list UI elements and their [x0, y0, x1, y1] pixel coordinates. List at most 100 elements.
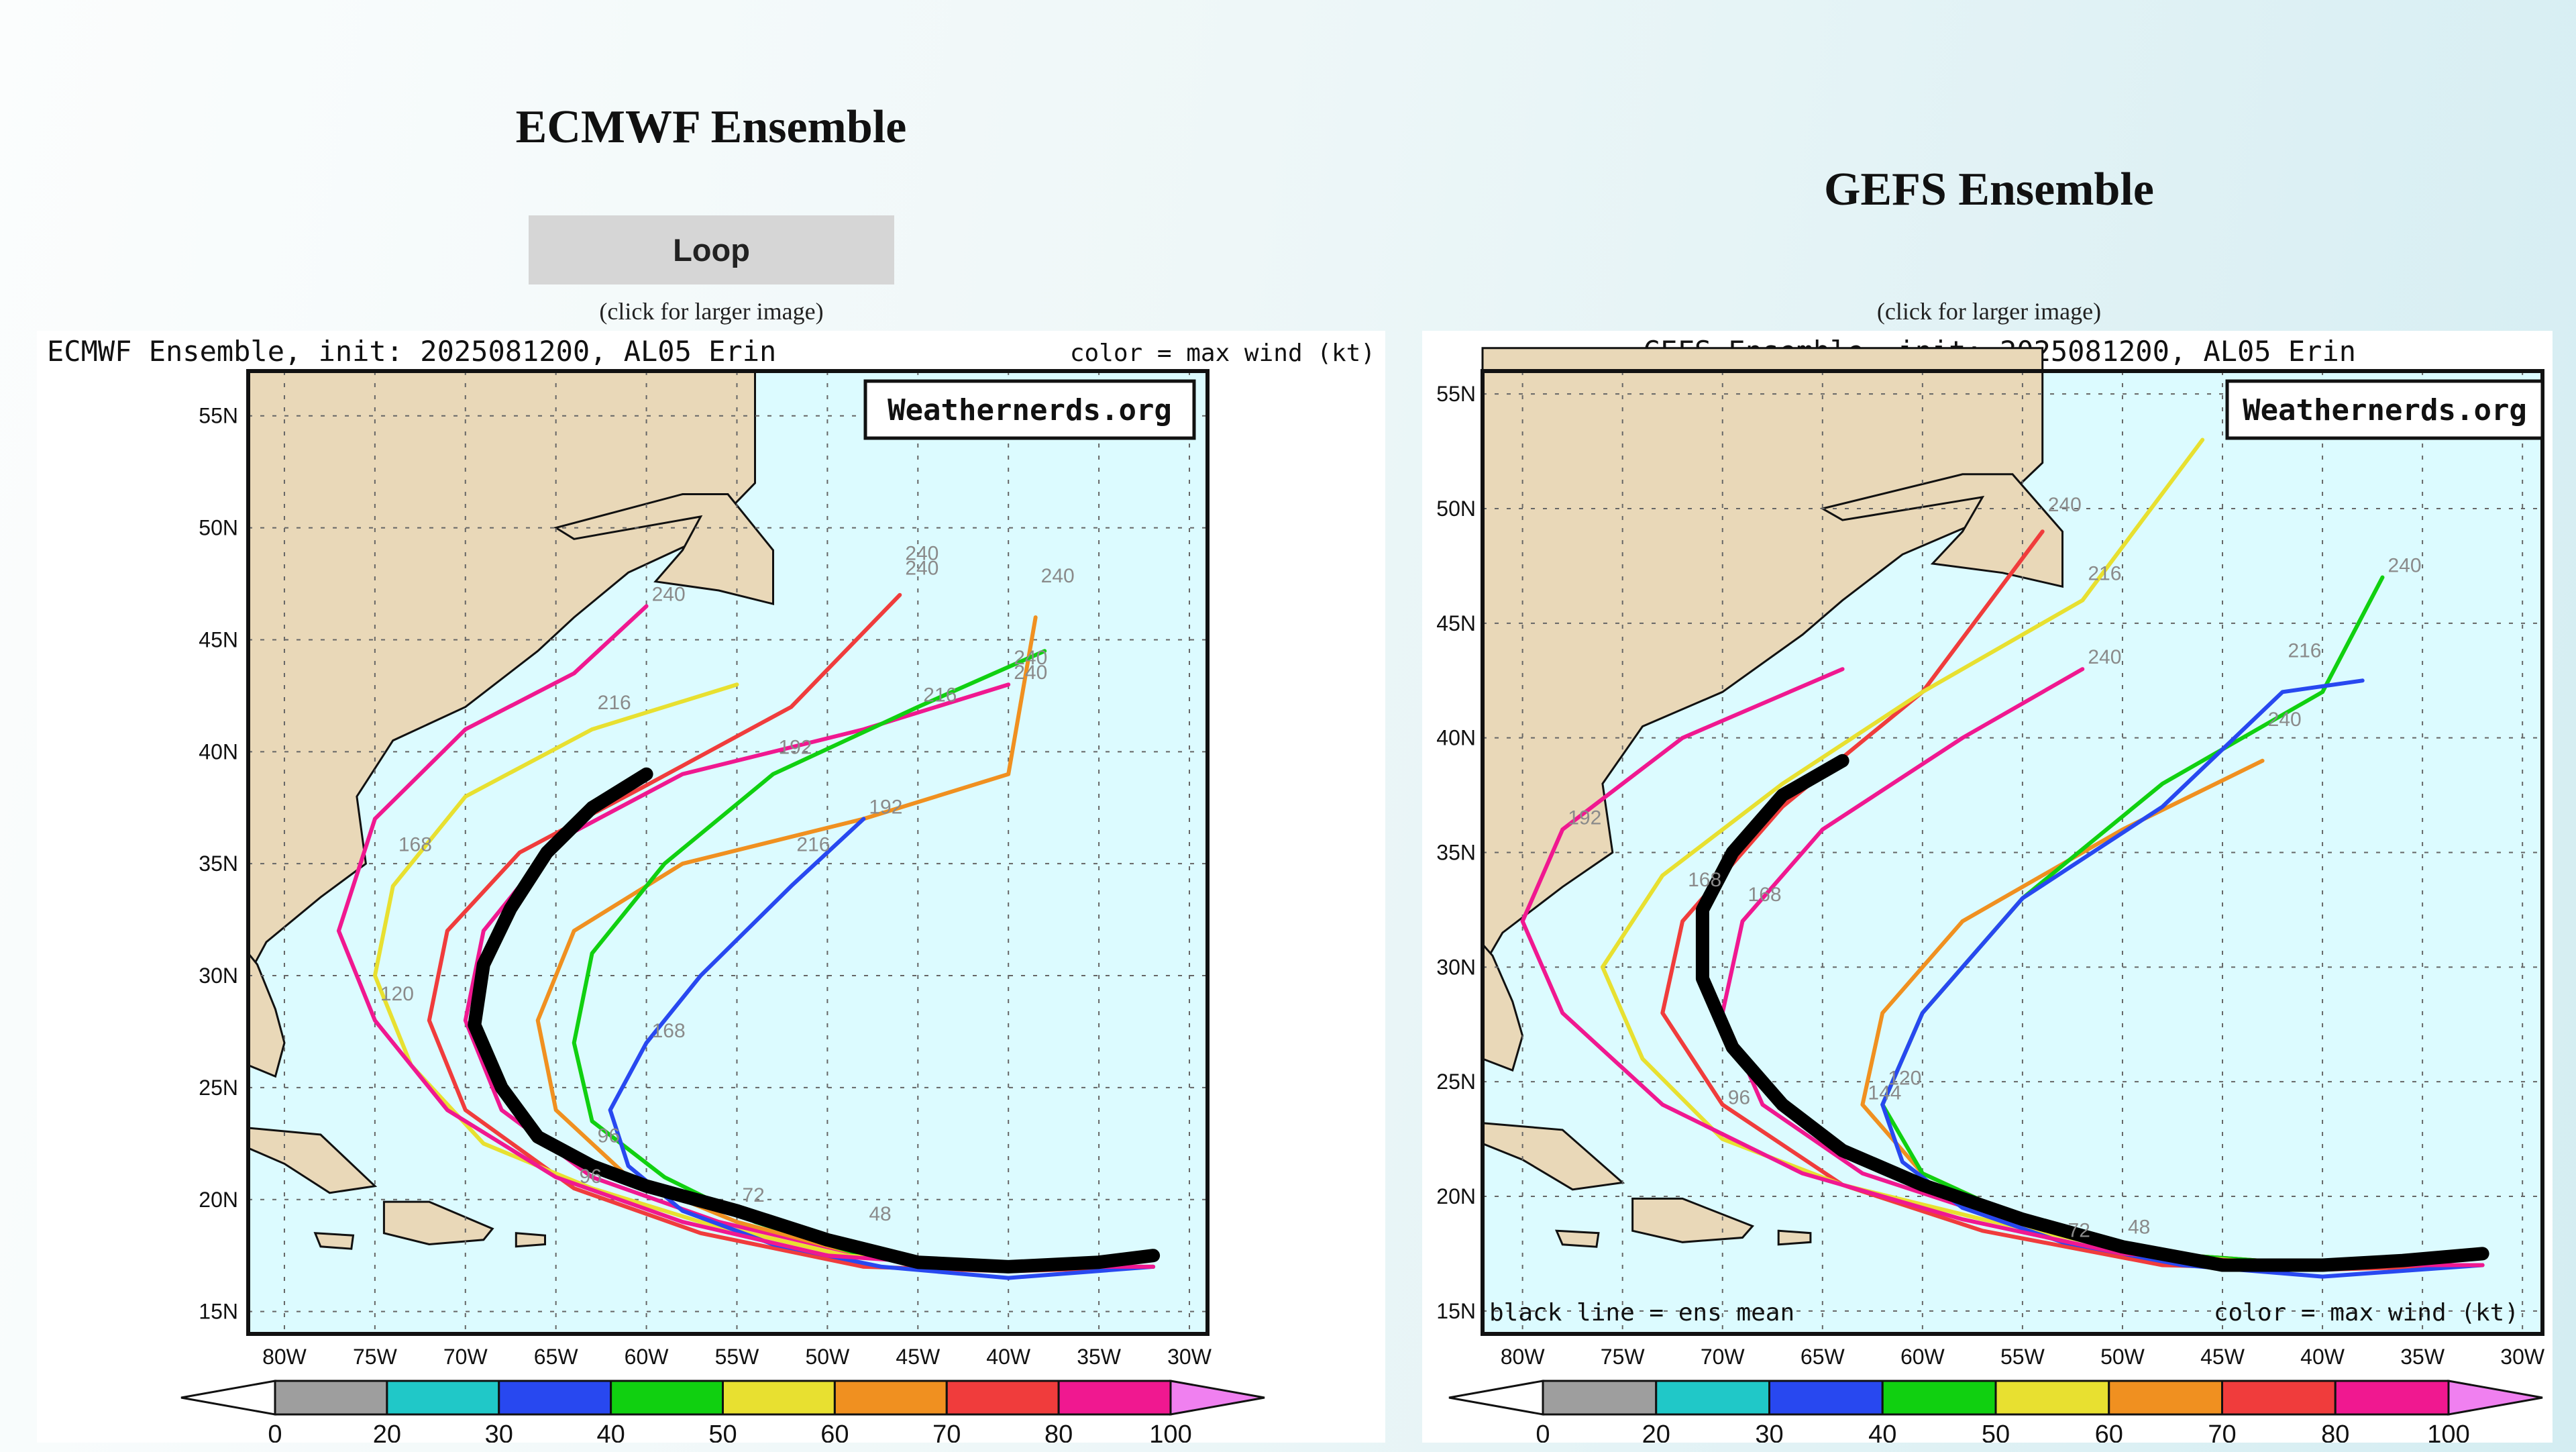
lat-tick-label: 40N: [199, 739, 238, 764]
lat-tick-label: 45N: [1436, 611, 1476, 635]
forecast-hour-label: 240: [1041, 565, 1075, 587]
map-frame: [1481, 369, 2544, 1336]
forecast-hour-label: 96: [580, 1165, 602, 1188]
forecast-hour-label: 120: [380, 983, 414, 1005]
wind-color-note: color = max wind (kt): [1070, 340, 1375, 367]
colorbar-segment: [2221, 1380, 2337, 1416]
wind-color-note: color = max wind (kt): [2214, 1299, 2519, 1327]
watermark-text: Weathernerds.org: [888, 393, 1172, 427]
mean-line-note: black line = ens mean: [1489, 1299, 1794, 1327]
lon-tick-label: 35W: [2400, 1345, 2445, 1369]
landmass: [1554, 1229, 1600, 1248]
forecast-hour-label: 72: [742, 1184, 764, 1206]
lat-tick-label: 50N: [1436, 497, 1476, 521]
forecast-hour-label: 216: [2088, 563, 2121, 585]
forecast-hour-label: 240: [2048, 494, 2082, 516]
colorbar-tick-label: 0: [1536, 1420, 1550, 1443]
lon-tick-label: 45W: [896, 1345, 941, 1369]
lat-tick-label: 55N: [199, 404, 238, 428]
lon-tick-label: 70W: [1701, 1345, 1746, 1369]
watermark-text: Weathernerds.org: [2243, 393, 2527, 427]
forecast-hour-label: 168: [398, 834, 432, 856]
lat-tick-label: 50N: [199, 516, 238, 540]
forecast-hour-label: 240: [2088, 646, 2121, 668]
forecast-hour-label: 48: [2128, 1216, 2150, 1238]
ensemble-member-track: [608, 817, 1156, 1280]
lon-tick-label: 35W: [1077, 1345, 1122, 1369]
colorbar-tick-label: 80: [1044, 1420, 1073, 1443]
gefs-map-canvas[interactable]: GEFS Ensemble, init: 2025081200, AL05 Er…: [1422, 331, 2553, 1443]
forecast-hour-label: 240: [652, 583, 686, 605]
landmass: [313, 1232, 355, 1250]
forecast-hour-label: 240: [905, 558, 938, 580]
lat-tick-label: 20N: [1436, 1184, 1476, 1208]
lat-tick-label: 30N: [199, 964, 238, 988]
watermark-box: [2225, 379, 2544, 440]
colorbar-segment: [610, 1380, 724, 1416]
forecast-hour-label: 72: [2068, 1219, 2090, 1241]
lon-tick-label: 40W: [986, 1345, 1031, 1369]
forecast-hour-label: 240: [1014, 647, 1047, 669]
lat-tick-label: 25N: [1436, 1070, 1476, 1094]
loop-button[interactable]: Loop: [529, 215, 894, 284]
colorbar-tick-label: 0: [268, 1420, 282, 1443]
lat-tick-label: 45N: [199, 627, 238, 652]
colorbar-tick-label: 50: [1982, 1420, 2010, 1443]
ecmwf-track-map[interactable]: ECMWF Ensemble, init: 2025081200, AL05 E…: [37, 331, 1385, 1443]
lat-tick-label: 15N: [1436, 1299, 1476, 1323]
ensemble-mean-track: [468, 767, 1161, 1274]
colorbar-segment: [1655, 1380, 1770, 1416]
gefs-click-note: (click for larger image): [1876, 298, 2102, 325]
colorbar-tick-label: 30: [1755, 1420, 1783, 1443]
forecast-hour-label: 216: [2288, 639, 2321, 662]
lon-tick-label: 80W: [1501, 1345, 1546, 1369]
forecast-hour-label: 120: [1888, 1067, 1921, 1089]
lon-tick-label: 50W: [805, 1345, 850, 1369]
lat-tick-label: 40N: [1436, 726, 1476, 750]
colorbar-segment: [274, 1380, 388, 1416]
landmass: [1777, 1229, 1812, 1246]
lon-tick-label: 30W: [1167, 1345, 1212, 1369]
lon-tick-label: 60W: [625, 1345, 669, 1369]
ecmwf-ensemble-heading: ECMWF Ensemble: [515, 101, 907, 153]
colorbar-segment: [386, 1380, 500, 1416]
colorbar-tick-label: 50: [708, 1420, 737, 1443]
colorbar-tick-label: 100: [2427, 1420, 2469, 1443]
lat-tick-label: 15N: [199, 1300, 238, 1324]
colorbar-segment: [1057, 1380, 1172, 1416]
watermark-box: [863, 379, 1196, 440]
colorbar-segment: [1448, 1380, 1544, 1416]
lon-tick-label: 65W: [1801, 1345, 1845, 1369]
forecast-hour-label: 192: [778, 737, 812, 759]
colorbar-segment: [1994, 1380, 2110, 1416]
colorbar-tick-label: 60: [820, 1420, 849, 1443]
colorbar-segment: [1542, 1380, 1658, 1416]
landmass: [553, 493, 774, 606]
colorbar-tick-label: 70: [932, 1420, 961, 1443]
forecast-hour-label: 96: [598, 1125, 620, 1147]
lon-tick-label: 55W: [2000, 1345, 2045, 1369]
lat-tick-label: 35N: [1436, 841, 1476, 865]
lon-tick-label: 60W: [1900, 1345, 1945, 1369]
lon-tick-label: 55W: [715, 1345, 760, 1369]
gefs-ensemble-heading: GEFS Ensemble: [1823, 164, 2155, 215]
lon-tick-label: 40W: [2300, 1345, 2345, 1369]
colorbar-tick-label: 80: [2321, 1420, 2349, 1443]
landmass: [1819, 473, 2063, 588]
lon-tick-label: 70W: [443, 1345, 488, 1369]
colorbar-segment: [1881, 1380, 1997, 1416]
landmass: [382, 1200, 494, 1246]
colorbar-tick-label: 70: [2208, 1420, 2236, 1443]
forecast-hour-label: 216: [598, 692, 631, 714]
lon-tick-label: 45W: [2200, 1345, 2245, 1369]
lon-tick-label: 75W: [1601, 1345, 1646, 1369]
colorbar-tick-label: 40: [1868, 1420, 1896, 1443]
colorbar-segment: [722, 1380, 836, 1416]
colorbar-tick-label: 30: [485, 1420, 513, 1443]
forecast-hour-label: 168: [1688, 869, 1721, 891]
ecmwf-map-canvas[interactable]: ECMWF Ensemble, init: 2025081200, AL05 E…: [37, 331, 1385, 1443]
lat-tick-label: 20N: [199, 1188, 238, 1212]
forecast-hour-label: 192: [869, 796, 902, 818]
gefs-track-map[interactable]: GEFS Ensemble, init: 2025081200, AL05 Er…: [1422, 331, 2553, 1443]
forecast-hour-label: 216: [796, 834, 830, 856]
